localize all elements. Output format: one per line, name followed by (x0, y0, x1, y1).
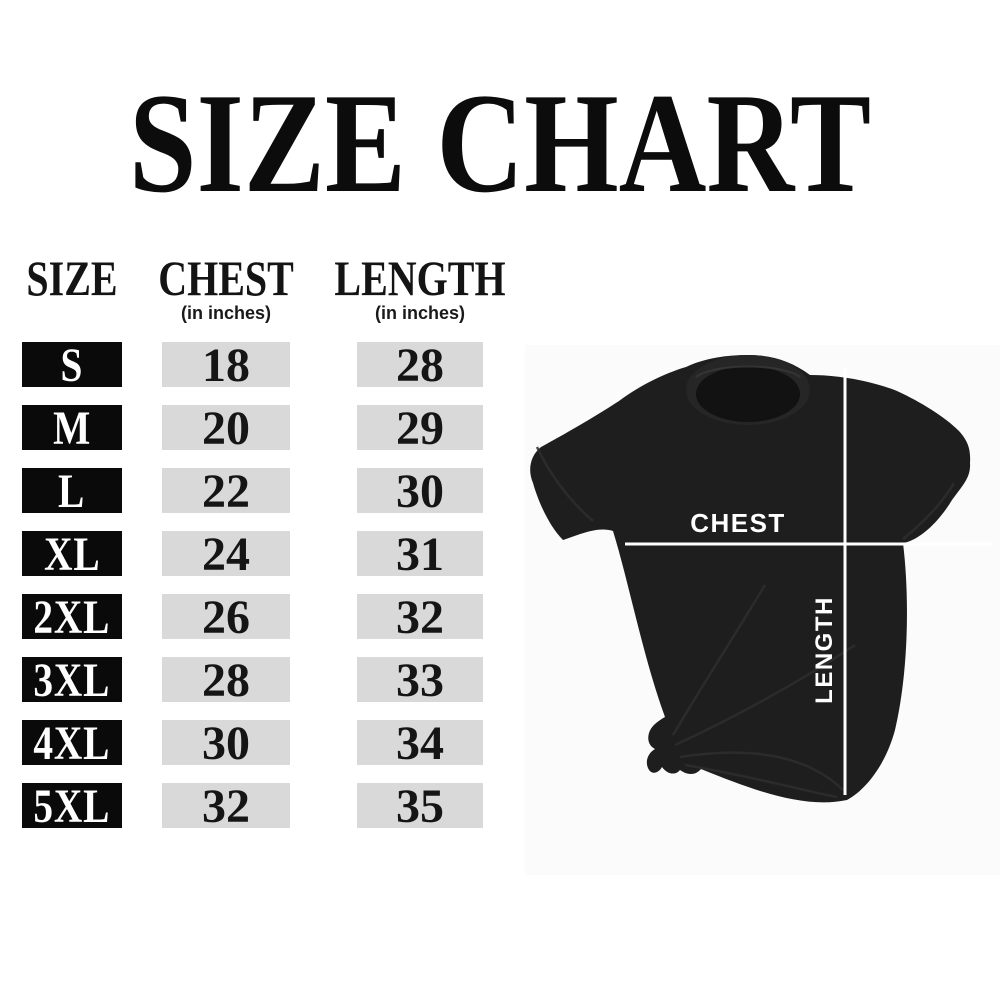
column-header-chest-label: CHEST (158, 250, 294, 306)
table-row: 3XL 28 33 (0, 654, 550, 707)
size-label-text: XL (43, 528, 101, 581)
chest-measure-label: CHEST (690, 508, 786, 538)
table-row: XL 24 31 (0, 528, 550, 581)
table-row: S 18 28 (0, 339, 550, 392)
size-label-cell: 2XL (22, 591, 122, 644)
tshirt-measurement-diagram: CHEST LENGTH (525, 345, 1000, 875)
length-value-cell: 30 (357, 465, 483, 518)
page-title: SIZE CHART (128, 64, 872, 222)
length-value-cell: 35 (357, 780, 483, 833)
table-row: 5XL 32 35 (0, 780, 550, 833)
table-row: 4XL 30 34 (0, 717, 550, 770)
length-value-cell: 33 (357, 654, 483, 707)
length-value-cell: 29 (357, 402, 483, 455)
column-header-size-label: SIZE (26, 250, 118, 306)
column-header-chest-unit: (in inches) (180, 303, 272, 323)
size-label-text: 3XL (33, 654, 111, 707)
size-label-text: S (60, 339, 84, 392)
length-value-cell: 32 (357, 591, 483, 644)
chest-value-cell: 22 (162, 465, 290, 518)
size-label-text: M (53, 402, 91, 455)
size-label-text: 2XL (33, 591, 111, 644)
chest-value-cell: 30 (162, 717, 290, 770)
length-value-cell: 34 (357, 717, 483, 770)
table-row: 2XL 26 32 (0, 591, 550, 644)
chest-value-cell: 26 (162, 591, 290, 644)
chest-value-cell: 32 (162, 780, 290, 833)
tshirt-graphic: CHEST LENGTH (525, 345, 1000, 875)
chest-value-cell: 24 (162, 528, 290, 581)
size-label-text: 4XL (33, 717, 111, 770)
column-header-size: SIZE (15, 253, 129, 303)
table-row: L 22 30 (0, 465, 550, 518)
collar-opening (696, 366, 800, 422)
table-row: M 20 29 (0, 402, 550, 455)
size-label-cell: 5XL (22, 780, 122, 833)
length-value-cell: 31 (357, 528, 483, 581)
column-header-length-label: LENGTH (334, 250, 506, 306)
chest-value-cell: 18 (162, 339, 290, 392)
size-table-rows: S 18 28 M 20 29 L 22 30 XL 24 31 2XL 26 32 3XL 28 33 4XL 30… (0, 339, 550, 846)
length-measure-label: LENGTH (811, 596, 838, 704)
size-label-cell: M (22, 402, 122, 455)
column-header-length: LENGTH (in inches) (313, 253, 527, 323)
column-header-chest: CHEST (in inches) (141, 253, 311, 323)
collar-highlight (695, 365, 801, 378)
column-header-length-unit: (in inches) (374, 303, 466, 323)
size-label-text: 5XL (33, 780, 111, 833)
size-label-cell: S (22, 339, 122, 392)
length-value-cell: 28 (357, 339, 483, 392)
size-label-cell: L (22, 465, 122, 518)
tshirt-silhouette (530, 355, 971, 803)
fabric-folds (535, 446, 956, 799)
size-label-cell: XL (22, 528, 122, 581)
size-label-text: L (58, 465, 86, 518)
chest-value-cell: 28 (162, 654, 290, 707)
size-label-cell: 3XL (22, 654, 122, 707)
chest-value-cell: 20 (162, 402, 290, 455)
size-label-cell: 4XL (22, 717, 122, 770)
